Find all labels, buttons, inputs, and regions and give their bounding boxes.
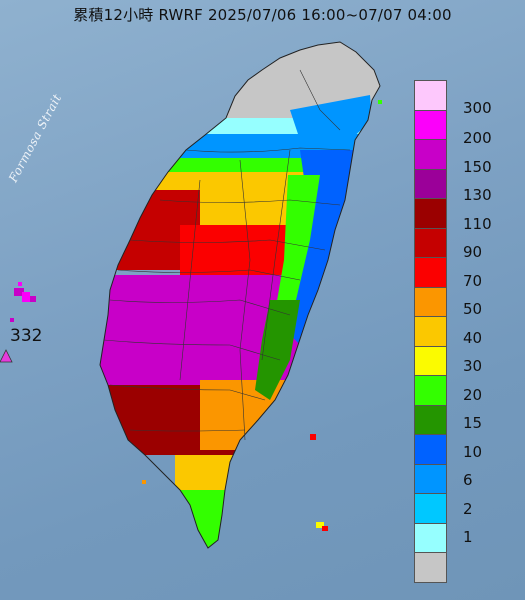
max-rainfall-value: 332 bbox=[10, 326, 43, 346]
legend-swatch bbox=[414, 317, 447, 347]
legend-swatch bbox=[414, 435, 447, 465]
legend-swatch bbox=[414, 258, 447, 288]
band-east-blue bbox=[286, 150, 360, 345]
county-boundaries bbox=[103, 69, 351, 441]
color-legend bbox=[414, 80, 447, 583]
band-east-green bbox=[272, 175, 320, 340]
legend-swatch bbox=[414, 553, 447, 583]
band-orange-east bbox=[200, 380, 300, 450]
legend-label: 150 bbox=[463, 157, 492, 176]
legend-label: 200 bbox=[463, 129, 492, 147]
legend-swatch bbox=[414, 464, 447, 494]
legend-label: 90 bbox=[463, 243, 483, 261]
band-yellow-south bbox=[175, 455, 235, 495]
legend-label: 20 bbox=[463, 385, 483, 404]
offshore-echoes bbox=[10, 100, 382, 531]
legend-swatch bbox=[414, 376, 447, 406]
legend-label: 2 bbox=[463, 499, 473, 518]
legend-swatch bbox=[414, 346, 447, 376]
legend-swatch bbox=[414, 140, 447, 170]
legend-swatch bbox=[414, 494, 447, 524]
legend-swatch bbox=[414, 110, 447, 140]
legend-swatch bbox=[414, 228, 447, 258]
legend-label: 110 bbox=[463, 214, 492, 233]
map-title: 累積12小時 RWRF 2025/07/06 16:00~07/07 04:00 bbox=[73, 6, 452, 24]
legend-swatch bbox=[414, 287, 447, 317]
legend-label: 1 bbox=[463, 528, 473, 546]
legend-label: 50 bbox=[463, 300, 483, 318]
legend-label: 300 bbox=[463, 98, 492, 117]
island-outline bbox=[99, 41, 381, 549]
legend-label: 40 bbox=[463, 328, 483, 347]
legend-label: 30 bbox=[463, 357, 483, 375]
legend-label: 70 bbox=[463, 271, 483, 290]
band-ne-blue bbox=[290, 95, 372, 140]
legend-label: 6 bbox=[463, 471, 473, 489]
legend-label: 15 bbox=[463, 414, 483, 432]
legend-label: 10 bbox=[463, 442, 483, 461]
legend-label: 130 bbox=[463, 186, 492, 204]
legend-swatch bbox=[414, 169, 447, 199]
legend-swatch bbox=[414, 199, 447, 229]
legend-swatch bbox=[414, 80, 447, 111]
triangle-marker-icon bbox=[0, 349, 13, 363]
legend-swatch bbox=[414, 523, 447, 553]
band-green-south bbox=[180, 490, 240, 548]
island-rainfall-bands bbox=[100, 42, 380, 548]
legend-swatch bbox=[414, 405, 447, 435]
